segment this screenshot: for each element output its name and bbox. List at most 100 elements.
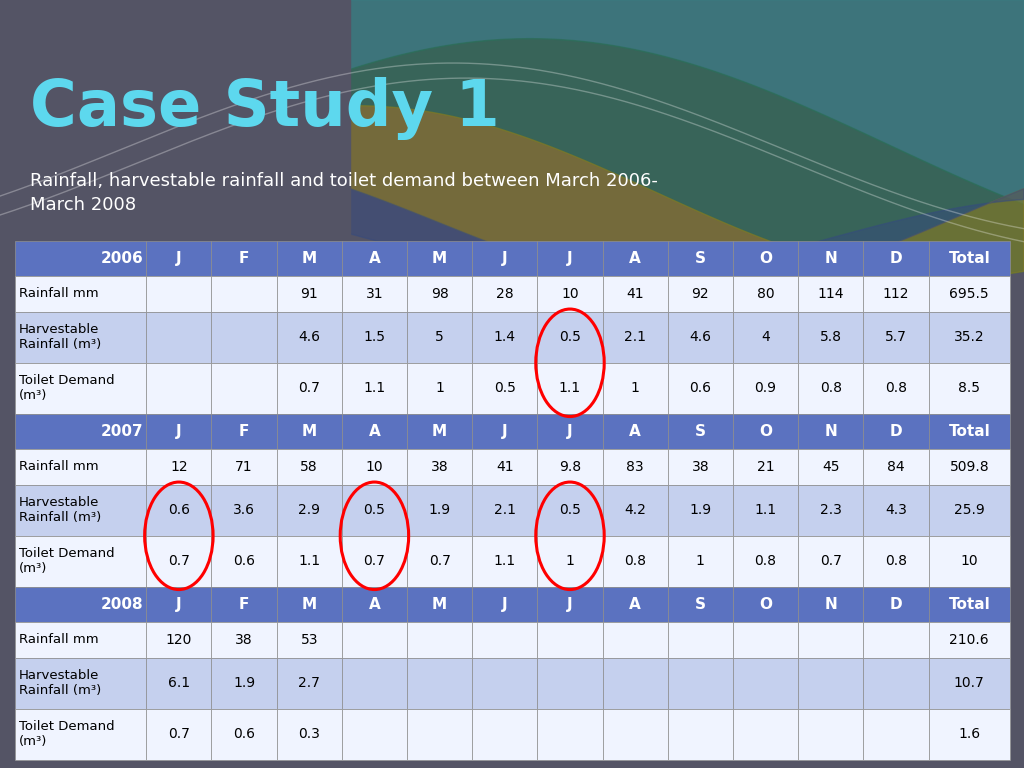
Bar (602, 657, 668, 709)
Bar (407, 657, 472, 709)
Text: 0.7: 0.7 (168, 554, 189, 568)
Text: 45: 45 (822, 460, 840, 474)
Text: 695.5: 695.5 (949, 287, 989, 301)
Text: 9.8: 9.8 (559, 460, 581, 474)
Text: 0.5: 0.5 (559, 330, 581, 344)
Text: Total: Total (948, 424, 990, 439)
Bar (798, 362, 863, 414)
Bar (342, 587, 407, 622)
Text: 114: 114 (817, 287, 844, 301)
Bar (538, 312, 602, 362)
Bar (472, 485, 538, 536)
Text: 2007: 2007 (100, 424, 143, 439)
Text: 5: 5 (435, 330, 444, 344)
Bar (276, 587, 342, 622)
Bar (146, 622, 212, 657)
Bar (146, 657, 212, 709)
Text: 28: 28 (496, 287, 514, 301)
Bar (602, 622, 668, 657)
Bar (733, 709, 798, 760)
Text: D: D (890, 424, 902, 439)
Bar (276, 485, 342, 536)
Text: 83: 83 (627, 460, 644, 474)
Text: A: A (369, 251, 380, 266)
Text: F: F (239, 598, 249, 612)
Bar (798, 312, 863, 362)
Bar (668, 449, 733, 485)
Text: 0.8: 0.8 (625, 554, 646, 568)
Bar (538, 485, 602, 536)
Bar (863, 657, 929, 709)
Text: 1.1: 1.1 (559, 382, 581, 396)
Bar (733, 362, 798, 414)
Text: 10: 10 (366, 460, 383, 474)
Bar (15, 657, 146, 709)
Bar (212, 362, 276, 414)
Text: 21: 21 (757, 460, 774, 474)
Text: J: J (567, 424, 572, 439)
Bar (602, 312, 668, 362)
Bar (407, 449, 472, 485)
Bar (212, 536, 276, 587)
Bar (472, 312, 538, 362)
Bar (863, 241, 929, 276)
Bar (15, 536, 146, 587)
Text: 1.9: 1.9 (233, 676, 255, 690)
Bar (407, 536, 472, 587)
Bar (342, 536, 407, 587)
Text: 10: 10 (961, 554, 978, 568)
Bar (538, 536, 602, 587)
Text: 509.8: 509.8 (949, 460, 989, 474)
Bar (212, 414, 276, 449)
Bar (146, 362, 212, 414)
Text: 8.5: 8.5 (958, 382, 980, 396)
Text: 71: 71 (236, 460, 253, 474)
Bar (668, 709, 733, 760)
Text: 1: 1 (696, 554, 705, 568)
Bar (733, 449, 798, 485)
Text: 0.9: 0.9 (755, 382, 776, 396)
Text: Case Study 1: Case Study 1 (30, 77, 500, 140)
Text: 1.5: 1.5 (364, 330, 385, 344)
Text: Toilet Demand
(m³): Toilet Demand (m³) (19, 720, 115, 748)
Text: Rainfall, harvestable rainfall and toilet demand between March 2006-
March 2008: Rainfall, harvestable rainfall and toile… (30, 171, 657, 214)
Bar (668, 241, 733, 276)
Bar (146, 587, 212, 622)
Text: 0.7: 0.7 (298, 382, 321, 396)
Bar (798, 587, 863, 622)
Bar (929, 622, 1010, 657)
Bar (668, 362, 733, 414)
Bar (798, 657, 863, 709)
Text: J: J (567, 598, 572, 612)
Bar (472, 241, 538, 276)
Text: J: J (567, 251, 572, 266)
Text: 35.2: 35.2 (954, 330, 984, 344)
Text: 0.5: 0.5 (494, 382, 516, 396)
Bar (733, 622, 798, 657)
Bar (146, 312, 212, 362)
Bar (472, 536, 538, 587)
Text: 0.7: 0.7 (820, 554, 842, 568)
Text: Toilet Demand
(m³): Toilet Demand (m³) (19, 375, 115, 402)
Bar (407, 312, 472, 362)
Text: 2008: 2008 (100, 598, 143, 612)
Text: 0.6: 0.6 (689, 382, 712, 396)
Text: 80: 80 (757, 287, 774, 301)
Text: J: J (502, 424, 508, 439)
Text: Rainfall mm: Rainfall mm (19, 461, 98, 473)
Bar (15, 276, 146, 312)
Bar (929, 709, 1010, 760)
Text: J: J (176, 424, 181, 439)
Bar (472, 622, 538, 657)
Text: 4.6: 4.6 (689, 330, 712, 344)
Text: S: S (695, 251, 706, 266)
Bar (407, 485, 472, 536)
Bar (212, 241, 276, 276)
Text: 0.8: 0.8 (755, 554, 776, 568)
Text: 1: 1 (565, 554, 574, 568)
Bar (538, 362, 602, 414)
Text: 210.6: 210.6 (949, 633, 989, 647)
Bar (407, 276, 472, 312)
Text: 91: 91 (300, 287, 318, 301)
Bar (602, 587, 668, 622)
